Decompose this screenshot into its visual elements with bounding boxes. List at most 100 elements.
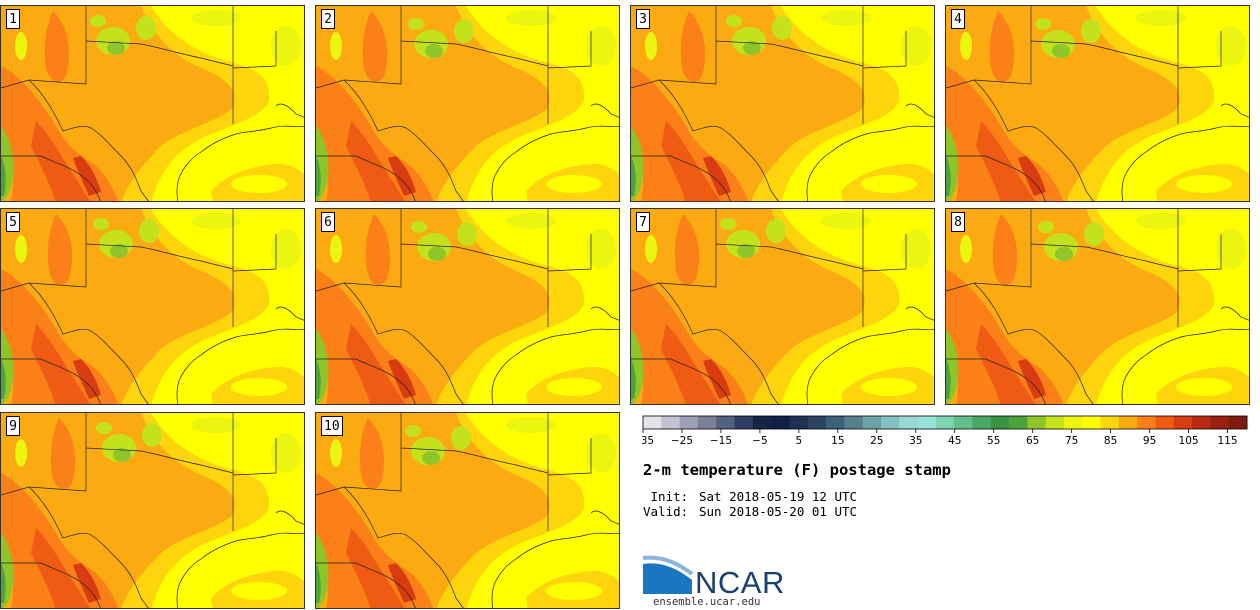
temperature-map: [1, 6, 304, 201]
colorbar-segment: [1045, 416, 1065, 429]
cool-patch: [645, 235, 657, 263]
cool-core: [428, 247, 446, 261]
rio-grande: [343, 79, 464, 201]
temp-band-105-110: [73, 563, 101, 603]
temperature-map: [316, 209, 619, 404]
cool-patch: [772, 16, 792, 40]
cool-patch: [271, 433, 301, 473]
cool-patch: [720, 218, 736, 230]
temp-band-95-100-north: [992, 214, 1018, 286]
colorbar: −35 −25 −15 −5 5 15 25 35 45 55 65 75 85 95 105 115: [642, 415, 1248, 447]
state-line: [316, 282, 416, 404]
state-line: [1, 79, 101, 201]
state-line: [631, 282, 731, 404]
cool-patch: [90, 15, 106, 27]
mountain-cool-core: [1, 359, 6, 399]
temp-band-100-105: [31, 121, 90, 201]
rio-grande: [28, 486, 149, 608]
cool-patch: [142, 423, 162, 447]
state-line: [316, 486, 416, 608]
state-line: [1220, 306, 1249, 321]
gulf-inner: [231, 175, 287, 193]
state-line: [1177, 31, 1222, 69]
temp-band-100-105: [976, 324, 1035, 404]
cool-core: [425, 44, 443, 58]
cool-patch: [1216, 229, 1246, 269]
temperature-map: [631, 209, 934, 404]
cool-patch: [1081, 19, 1101, 43]
state-line: [946, 79, 1046, 201]
colorbar-segment: [679, 416, 699, 429]
temp-band-105-110: [388, 156, 416, 196]
state-line: [1177, 234, 1222, 272]
cool-patch: [271, 229, 301, 269]
colorbar-segment: [1100, 416, 1120, 429]
temp-band-105-110: [703, 156, 731, 196]
member-panel-2: 2: [315, 5, 620, 202]
colorbar-tick-label: −25: [671, 435, 693, 447]
state-line: [1220, 103, 1249, 118]
state-line: [658, 6, 717, 85]
colorbar-segment: [844, 416, 864, 429]
member-panel-9: 9: [0, 412, 305, 609]
state-line: [343, 209, 402, 288]
state-line: [343, 6, 402, 85]
state-line: [28, 413, 87, 492]
temp-band-100-105: [31, 324, 90, 404]
cool-patch: [451, 426, 471, 450]
cool-patch: [136, 16, 156, 40]
cool-patch: [960, 235, 972, 263]
temp-band-100-105: [976, 121, 1035, 201]
cool-patch: [330, 439, 342, 467]
cool-patch: [1136, 213, 1186, 229]
colorbar-segment: [661, 416, 681, 429]
state-line: [1, 282, 101, 404]
gulf-inner: [1176, 175, 1232, 193]
temp-band-95-100-north: [680, 11, 706, 83]
cool-patch: [96, 422, 112, 434]
state-line: [400, 447, 549, 474]
gulf-inner: [231, 582, 287, 600]
state-line: [400, 243, 549, 270]
state-line: [85, 40, 234, 67]
state-line: [343, 413, 402, 492]
colorbar-segment: [807, 416, 827, 429]
colorbar-tick-label: 15: [831, 435, 844, 447]
state-line: [232, 438, 277, 476]
state-line: [973, 6, 1032, 85]
mountain-cool-core: [946, 156, 951, 196]
init-label: Init:: [643, 489, 689, 504]
temp-band-105-110: [388, 359, 416, 399]
state-line: [275, 306, 304, 321]
cool-core: [422, 451, 440, 465]
cool-patch: [821, 10, 871, 26]
rio-grande: [658, 79, 779, 201]
mountain-cool-core: [631, 156, 636, 196]
state-line: [905, 103, 934, 118]
gulf-inner: [1176, 378, 1232, 396]
gulf-inner: [546, 582, 602, 600]
state-line: [946, 282, 1046, 404]
colorbar-tick-label: 65: [1026, 435, 1039, 447]
state-line: [275, 103, 304, 118]
cool-patch: [139, 219, 159, 243]
colorbar-segment: [954, 416, 973, 429]
temp-band-100-105: [346, 528, 405, 608]
member-panel-5: 5: [0, 208, 305, 405]
cool-patch: [821, 213, 871, 229]
member-label: 4: [951, 9, 965, 29]
ncar-logo[interactable]: NCAR: [642, 554, 802, 598]
colorbar-segment: [716, 416, 735, 429]
cool-patch: [411, 221, 427, 233]
colorbar-tick-label: 25: [870, 435, 883, 447]
mountain-cool-core: [1, 563, 6, 603]
cool-patch: [586, 26, 616, 66]
colorbar-tick-label: −15: [710, 435, 732, 447]
gulf-inner: [546, 378, 602, 396]
logo-url[interactable]: ensemble.ucar.edu: [653, 596, 761, 608]
chart-title: 2-m temperature (F) postage stamp: [643, 461, 951, 479]
colorbar-tick-label: −35: [642, 435, 654, 447]
temp-band-95-100-north: [674, 214, 700, 286]
temp-band-100-105: [31, 528, 90, 608]
colorbar-tick-label: 5: [796, 435, 803, 447]
